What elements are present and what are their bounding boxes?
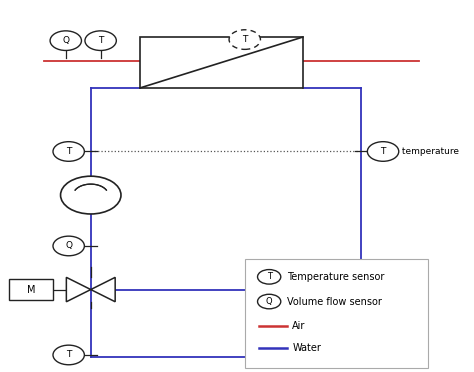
Bar [140,37,303,88]
Text: T: T [380,147,386,156]
Text: M: M [27,285,36,295]
Text: Temperature sensor: Temperature sensor [287,272,384,282]
Text: T: T [66,147,72,156]
Text: Volume flow sensor: Volume flow sensor [287,296,382,307]
Text: Supply temperature: Supply temperature [368,147,459,156]
Circle shape [85,31,116,51]
Circle shape [53,142,84,161]
Text: Q: Q [266,297,273,306]
Circle shape [229,30,260,49]
Circle shape [367,345,399,365]
Bar [9,279,53,301]
Text: T: T [66,350,72,359]
Circle shape [53,236,84,256]
Bar [245,259,428,368]
Circle shape [367,142,399,161]
Text: T: T [98,36,103,45]
Text: T: T [380,350,386,359]
Circle shape [50,31,82,51]
Circle shape [53,345,84,365]
Polygon shape [66,278,91,302]
Circle shape [257,270,281,284]
Polygon shape [91,278,115,302]
Text: T: T [267,272,272,281]
Text: Q: Q [62,36,69,45]
Circle shape [61,176,121,214]
Text: Water: Water [292,343,321,353]
Text: Air: Air [292,321,306,331]
Text: T: T [242,35,247,44]
Circle shape [257,294,281,309]
Text: Q: Q [65,241,72,250]
